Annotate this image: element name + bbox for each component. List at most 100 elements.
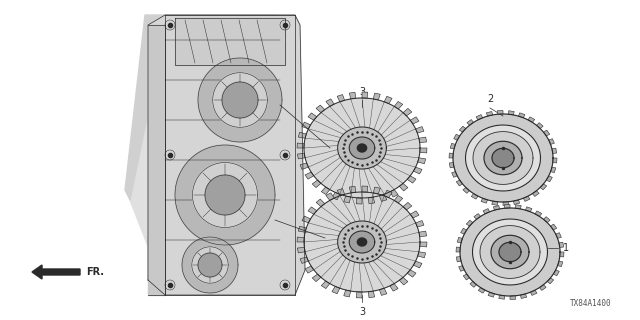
Polygon shape (175, 145, 275, 245)
Text: 3: 3 (359, 87, 365, 97)
Polygon shape (547, 278, 554, 284)
Ellipse shape (304, 192, 420, 292)
Polygon shape (344, 290, 351, 297)
Polygon shape (461, 228, 467, 234)
Ellipse shape (499, 242, 521, 262)
Ellipse shape (357, 238, 367, 246)
Polygon shape (486, 111, 493, 116)
Polygon shape (478, 288, 485, 293)
Polygon shape (419, 137, 427, 143)
Polygon shape (547, 176, 552, 182)
Polygon shape (456, 180, 463, 186)
Polygon shape (420, 242, 427, 247)
Polygon shape (471, 194, 478, 199)
Polygon shape (332, 286, 340, 294)
Polygon shape (394, 101, 403, 109)
Polygon shape (390, 284, 398, 291)
Polygon shape (373, 187, 380, 194)
Polygon shape (524, 196, 530, 201)
Polygon shape (481, 198, 488, 203)
Polygon shape (407, 176, 416, 183)
Polygon shape (321, 187, 330, 195)
Polygon shape (532, 191, 539, 196)
Text: 2: 2 (487, 94, 493, 104)
Polygon shape (559, 242, 564, 247)
Ellipse shape (491, 235, 529, 269)
Polygon shape (450, 143, 456, 149)
Polygon shape (513, 200, 520, 204)
Polygon shape (312, 274, 321, 282)
Polygon shape (488, 292, 495, 297)
Polygon shape (410, 117, 419, 124)
Polygon shape (316, 199, 324, 207)
Polygon shape (403, 203, 412, 210)
Polygon shape (415, 127, 424, 133)
Polygon shape (420, 148, 427, 153)
Polygon shape (497, 110, 503, 114)
Polygon shape (205, 175, 245, 215)
Polygon shape (413, 167, 422, 174)
Polygon shape (380, 194, 387, 201)
Polygon shape (192, 247, 228, 283)
Polygon shape (125, 15, 295, 200)
Polygon shape (499, 295, 505, 299)
Polygon shape (456, 247, 460, 252)
Polygon shape (470, 282, 477, 287)
Polygon shape (467, 120, 474, 125)
Ellipse shape (492, 148, 514, 168)
Polygon shape (300, 163, 308, 169)
Ellipse shape (473, 132, 533, 184)
Polygon shape (193, 163, 257, 228)
Polygon shape (454, 134, 460, 140)
Polygon shape (302, 122, 310, 129)
Ellipse shape (304, 98, 420, 198)
Polygon shape (504, 204, 510, 208)
Polygon shape (483, 209, 490, 214)
Polygon shape (399, 277, 408, 285)
Polygon shape (349, 92, 356, 99)
Text: 3: 3 (359, 307, 365, 317)
Polygon shape (394, 196, 403, 203)
Polygon shape (297, 143, 304, 148)
Polygon shape (452, 172, 458, 177)
Polygon shape (457, 237, 463, 243)
Polygon shape (302, 216, 310, 223)
Ellipse shape (465, 125, 541, 191)
Ellipse shape (357, 144, 367, 152)
Polygon shape (413, 261, 422, 268)
Text: TX84A1400: TX84A1400 (570, 299, 612, 308)
Polygon shape (198, 253, 222, 277)
Polygon shape (222, 82, 258, 118)
Polygon shape (362, 92, 368, 98)
Polygon shape (554, 270, 559, 276)
Ellipse shape (472, 219, 547, 285)
Polygon shape (308, 113, 317, 120)
Polygon shape (198, 58, 282, 142)
Ellipse shape (338, 221, 387, 263)
Polygon shape (518, 113, 525, 118)
Ellipse shape (480, 226, 540, 278)
Polygon shape (543, 130, 550, 136)
Polygon shape (308, 207, 317, 214)
Polygon shape (535, 211, 541, 216)
Polygon shape (540, 184, 547, 190)
Polygon shape (540, 285, 546, 291)
Polygon shape (492, 201, 498, 205)
Polygon shape (536, 123, 543, 129)
Text: FR.: FR. (86, 267, 104, 277)
Polygon shape (493, 205, 500, 210)
Polygon shape (356, 198, 362, 204)
Polygon shape (456, 257, 461, 262)
Polygon shape (298, 153, 305, 159)
Polygon shape (332, 192, 340, 200)
Polygon shape (368, 197, 374, 204)
Polygon shape (553, 158, 557, 163)
Polygon shape (326, 99, 334, 107)
Polygon shape (463, 188, 470, 193)
Polygon shape (316, 105, 324, 113)
Polygon shape (298, 247, 305, 253)
Polygon shape (459, 266, 465, 271)
Polygon shape (556, 233, 561, 238)
Polygon shape (550, 224, 557, 230)
Polygon shape (384, 190, 392, 198)
